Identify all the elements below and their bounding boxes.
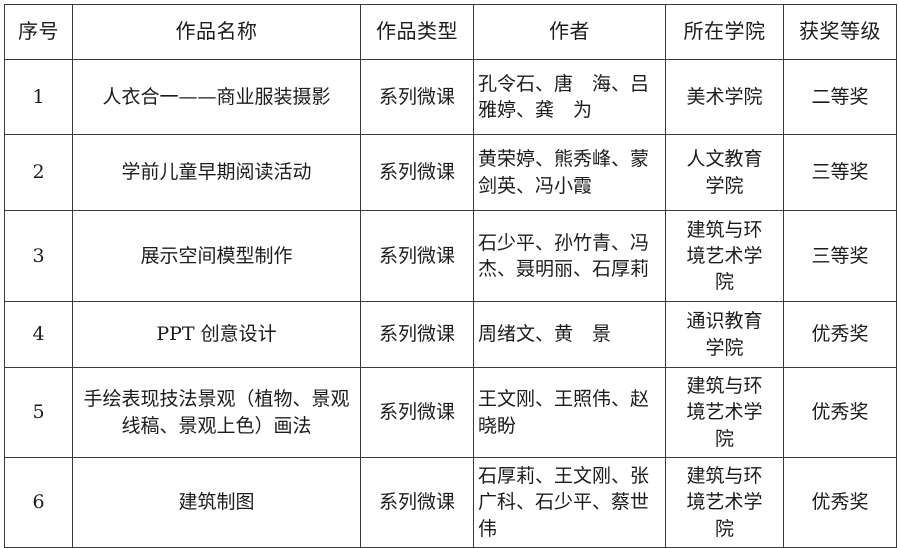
cell-index: 1 xyxy=(4,59,73,135)
cell-name: 学前儿童早期阅读活动 xyxy=(72,134,361,211)
cell-name: 建筑制图 xyxy=(72,457,361,548)
table-row: 3 展示空间模型制作 系列微课 石少平、孙竹青、冯 杰、聂明丽、石厚莉 建筑与环… xyxy=(4,210,897,302)
cell-index: 6 xyxy=(4,457,73,548)
cell-college: 建筑与环境艺术学院 xyxy=(665,367,784,458)
cell-name: 人衣合一——商业服装摄影 xyxy=(72,59,361,135)
cell-index: 5 xyxy=(4,367,73,458)
cell-level: 优秀奖 xyxy=(783,457,897,548)
cell-name: 手绘表现技法景观（植物、景观线稿、景观上色）画法 xyxy=(72,367,361,458)
cell-author: 周绪文、黄 景 xyxy=(473,301,666,368)
cell-type: 系列微课 xyxy=(360,457,474,548)
table-row: 1 人衣合一——商业服装摄影 系列微课 孔令石、唐 海、吕雅婷、龚 为 美术学院… xyxy=(4,59,897,135)
cell-type: 系列微课 xyxy=(360,210,474,302)
cell-type: 系列微课 xyxy=(360,134,474,211)
cell-college: 建筑与环境艺术学院 xyxy=(665,457,784,548)
column-header-type: 作品类型 xyxy=(360,4,474,60)
column-header-name: 作品名称 xyxy=(72,4,361,60)
column-header-author: 作者 xyxy=(473,4,666,60)
cell-author: 石少平、孙竹青、冯 杰、聂明丽、石厚莉 xyxy=(473,210,668,302)
table-header-row: 序号 作品名称 作品类型 作者 所在学院 获奖等级 xyxy=(4,4,897,60)
table-row: 4 PPT 创意设计 系列微课 周绪文、黄 景 通识教育学院 优秀奖 xyxy=(4,301,897,368)
cell-college: 建筑与环境艺术学院 xyxy=(665,210,784,302)
cell-author: 石厚莉、王文刚、张广科、石少平、蔡世伟 xyxy=(473,457,666,548)
table-row: 6 建筑制图 系列微课 石厚莉、王文刚、张广科、石少平、蔡世伟 建筑与环境艺术学… xyxy=(4,457,897,548)
cell-author: 黄荣婷、熊秀峰、蒙剑英、冯小霞 xyxy=(473,134,666,211)
table-row: 5 手绘表现技法景观（植物、景观线稿、景观上色）画法 系列微课 王文刚、王照伟、… xyxy=(4,367,897,458)
cell-author: 王文刚、王照伟、赵晓盼 xyxy=(473,367,666,458)
column-header-college: 所在学院 xyxy=(665,4,784,60)
cell-level: 优秀奖 xyxy=(783,301,897,368)
table-header: 序号 作品名称 作品类型 作者 所在学院 获奖等级 xyxy=(4,4,897,60)
cell-level: 三等奖 xyxy=(783,134,897,211)
column-header-level: 获奖等级 xyxy=(783,4,897,60)
cell-author: 孔令石、唐 海、吕雅婷、龚 为 xyxy=(473,59,666,135)
cell-level: 优秀奖 xyxy=(783,367,897,458)
cell-college-text: 建筑与环境艺术学院 xyxy=(686,218,763,294)
table-row: 2 学前儿童早期阅读活动 系列微课 黄荣婷、熊秀峰、蒙剑英、冯小霞 人文教育学院… xyxy=(4,134,897,211)
cell-index: 2 xyxy=(4,134,73,211)
cell-college: 通识教育学院 xyxy=(665,301,784,368)
cell-level: 三等奖 xyxy=(783,210,897,302)
cell-index: 4 xyxy=(4,301,73,368)
cell-name: PPT 创意设计 xyxy=(72,301,361,368)
cell-level: 二等奖 xyxy=(783,59,897,135)
cell-college-text: 人文教育学院 xyxy=(686,148,763,197)
cell-type: 系列微课 xyxy=(360,59,474,135)
table-body: 1 人衣合一——商业服装摄影 系列微课 孔令石、唐 海、吕雅婷、龚 为 美术学院… xyxy=(4,59,897,548)
cell-college-text: 通识教育学院 xyxy=(686,310,763,359)
cell-college: 人文教育学院 xyxy=(665,134,784,211)
cell-name: 展示空间模型制作 xyxy=(72,210,361,302)
cell-college-text: 美术学院 xyxy=(686,85,763,108)
cell-college-text: 建筑与环境艺术学院 xyxy=(686,465,763,540)
column-header-index: 序号 xyxy=(4,4,73,60)
cell-college: 美术学院 xyxy=(665,59,784,135)
cell-college-text: 建筑与环境艺术学院 xyxy=(686,375,763,450)
award-works-table: 序号 作品名称 作品类型 作者 所在学院 获奖等级 1 人衣合一——商业服装摄影… xyxy=(4,4,897,548)
cell-type: 系列微课 xyxy=(360,301,474,368)
cell-index: 3 xyxy=(4,210,73,302)
cell-type: 系列微课 xyxy=(360,367,474,458)
